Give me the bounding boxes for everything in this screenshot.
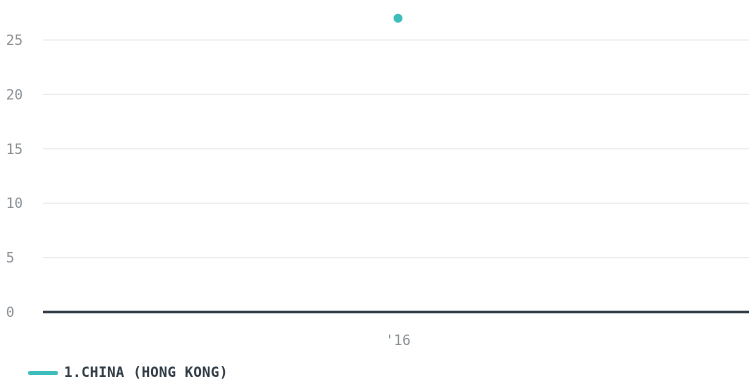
- data-point[interactable]: [393, 13, 403, 23]
- y-tick-label: 5: [6, 251, 14, 267]
- x-tick-label: '16: [385, 333, 410, 349]
- y-tick-label: 10: [6, 196, 23, 212]
- series-layer: [393, 13, 403, 23]
- y-tick-label: 20: [6, 87, 23, 103]
- y-axis-ticks: 0 5 10 15 20 25: [6, 33, 23, 321]
- legend-swatch: [28, 371, 58, 375]
- x-axis-ticks: '16: [385, 333, 410, 349]
- legend-label: 1.CHINA (HONG KONG): [64, 365, 228, 381]
- y-tick-label: 15: [6, 142, 23, 158]
- legend: 1.CHINA (HONG KONG): [28, 362, 228, 384]
- grid-lines: [43, 39, 749, 314]
- y-tick-label: 0: [6, 305, 14, 321]
- y-tick-label: 25: [6, 33, 23, 49]
